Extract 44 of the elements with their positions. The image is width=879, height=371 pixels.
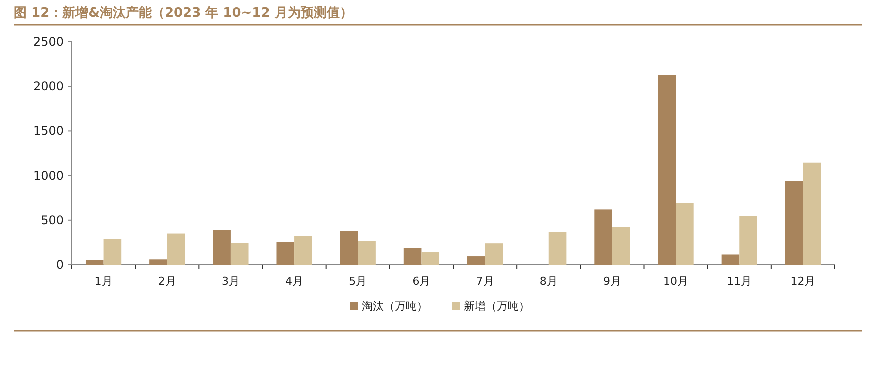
bar [230, 243, 249, 265]
x-tick-label: 10月 [664, 275, 689, 288]
bar [548, 232, 567, 265]
y-tick-label: 1000 [33, 168, 64, 183]
bar [658, 75, 676, 265]
x-tick-label: 4月 [286, 275, 304, 288]
bar [294, 236, 312, 265]
x-tick-label: 2月 [158, 275, 176, 288]
bar [785, 181, 804, 265]
legend-label: 淘汰（万吨） [362, 300, 428, 313]
x-tick-label: 11月 [727, 275, 752, 288]
x-tick-label: 8月 [540, 275, 558, 288]
legend-label: 新增（万吨） [464, 300, 530, 313]
bar [104, 239, 122, 265]
bar [167, 234, 186, 265]
bar [340, 231, 358, 265]
bar [676, 203, 694, 265]
bar [404, 248, 422, 265]
bar [612, 227, 630, 265]
x-tick-label: 5月 [349, 275, 368, 288]
bar [213, 230, 231, 265]
chart-title: 图 12：新增&淘汰产能（2023 年 10~12 月为预测值） [14, 5, 353, 21]
bar [803, 162, 822, 265]
bar [467, 256, 486, 265]
x-tick-label: 9月 [603, 275, 622, 288]
bar [740, 216, 758, 265]
y-tick-label: 2000 [33, 80, 64, 94]
bar [485, 244, 504, 265]
bar [358, 241, 376, 265]
y-tick-label: 2500 [33, 35, 64, 49]
y-tick-label: 0 [56, 258, 64, 272]
x-tick-label: 7月 [476, 275, 494, 288]
bar [86, 260, 104, 265]
bar [594, 210, 612, 265]
y-tick-label: 500 [41, 213, 64, 228]
x-tick-label: 3月 [222, 275, 240, 288]
x-tick-label: 6月 [412, 275, 431, 288]
bar [722, 254, 740, 265]
x-tick-label: 1月 [94, 275, 113, 288]
bar [150, 260, 168, 265]
bar [422, 252, 440, 265]
x-tick-label: 12月 [790, 275, 816, 288]
y-tick-label: 1500 [33, 124, 64, 138]
bar [276, 242, 295, 265]
